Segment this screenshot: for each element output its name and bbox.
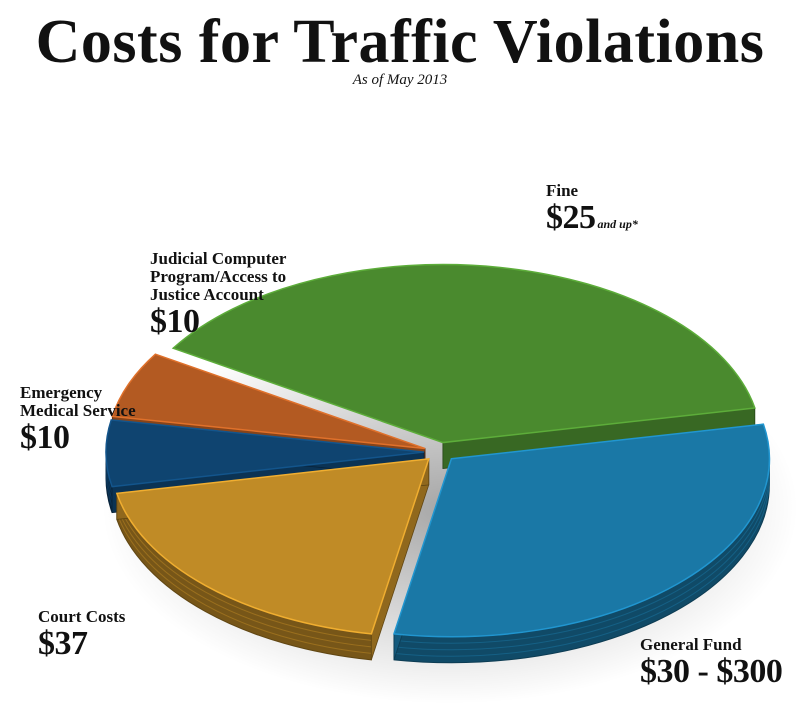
pie-slice-court [115, 457, 430, 661]
label-general-amount: $30 - $300 [640, 652, 783, 690]
pie-slice-rim [393, 478, 770, 657]
page-title: Costs for Traffic Violations [35, 8, 765, 76]
label-general: General Fund $30 - $300 [640, 635, 783, 690]
label-ems-amount: $10 [20, 418, 70, 456]
pie-slice-top-judicial [111, 353, 426, 450]
label-ems: Emergency Medical Service $10 [20, 384, 160, 455]
pie-slice-rim [116, 499, 372, 641]
pie-slice-rim [116, 512, 372, 654]
label-court-name: Court Costs [38, 607, 126, 626]
label-fine: Fine $25 and up* [546, 182, 638, 236]
pie-slice-rim [116, 506, 372, 648]
pie-slice-top-general [392, 423, 771, 638]
label-judicial: Judicial Computer Program/Access to Just… [150, 250, 310, 339]
label-fine-amount: $25 [546, 198, 596, 236]
label-court-amount: $37 [38, 624, 88, 662]
label-general-name: General Fund [640, 635, 742, 654]
page-subtitle: As of May 2013 [352, 72, 448, 88]
pie-slice-general [392, 423, 771, 664]
label-ems-name: Emergency Medical Service [20, 383, 136, 420]
label-court: Court Costs $37 [38, 608, 125, 662]
pie-slice-top-fine [171, 263, 756, 444]
label-fine-name: Fine [546, 181, 579, 200]
pie-slice-rim [393, 471, 770, 651]
label-judicial-name: Judicial Computer Program/Access to Just… [150, 249, 287, 304]
pie-slice-top-court [115, 457, 430, 635]
pie-slice-top-ems [105, 419, 425, 488]
label-fine-note: and up* [597, 216, 638, 231]
label-judicial-amount: $10 [150, 302, 200, 340]
pie-slice-rim [393, 465, 770, 644]
